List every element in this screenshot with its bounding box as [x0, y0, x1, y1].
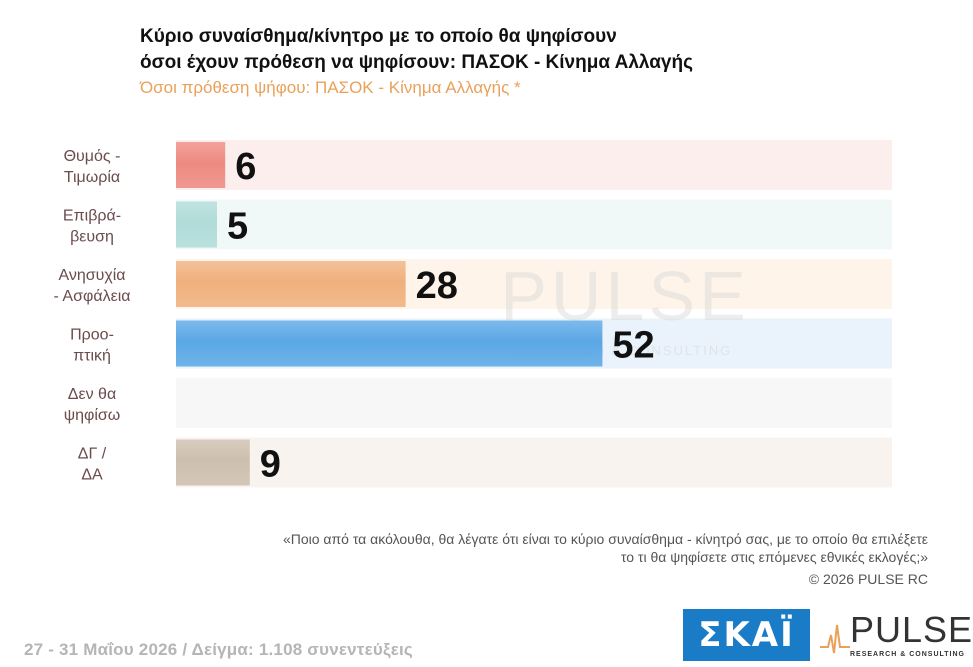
bar — [176, 320, 603, 367]
value-label: 9 — [260, 444, 281, 486]
category-label: Επιβρά-βευση — [63, 208, 121, 246]
category-label: ΔΓ / ΔΑ — [78, 446, 107, 484]
value-label: 6 — [235, 146, 256, 188]
bar — [176, 439, 250, 486]
survey-question-line1: «Ποιο από τα ακόλουθα, θα λέγατε ότι είν… — [282, 531, 928, 547]
chart-title-line2: όσοι έχουν πρόθεση να ψηφίσουν: ΠΑΣΟΚ - … — [140, 52, 693, 73]
skai-logo: ΣΚΑΪ — [683, 609, 810, 661]
category-label: Θυμός -Τιμωρία — [64, 148, 121, 186]
survey-question: «Ποιο από τα ακόλουθα, θα λέγατε ότι είν… — [283, 530, 928, 566]
row-background — [176, 199, 892, 250]
chart-title: Κύριο συναίσθημα/κίνητρο με το οποίο θα … — [140, 24, 693, 76]
bar — [176, 201, 217, 248]
bar — [176, 261, 406, 307]
category-label: Προο-πτική — [70, 327, 114, 365]
pulse-wave-icon — [820, 624, 850, 654]
copyright-text: © 2026 PULSE RC — [808, 571, 928, 587]
value-label: 52 — [612, 325, 654, 367]
pulse-logo: PULSE RESEARCH & CONSULTING — [820, 609, 973, 663]
survey-question-line2: το τι θα ψηφίσετε στις επόμενες εθνικές … — [620, 549, 928, 565]
row-background — [176, 140, 892, 190]
category-label: Δεν θα ψηφίσω — [64, 386, 121, 424]
bar — [176, 142, 226, 188]
row-background — [176, 378, 892, 428]
chart-title-line1: Κύριο συναίσθημα/κίνητρο με το οποίο θα … — [140, 26, 617, 47]
chart-subtitle: Όσοι πρόθεση ψήφου: ΠΑΣΟΚ - Κίνημα Αλλαγ… — [140, 78, 521, 97]
fieldwork-footer: 27 - 31 Μαΐου 2026 / Δείγμα: 1.108 συνεν… — [24, 640, 413, 659]
category-label: Ανησυχία - Ασφάλεια — [54, 267, 131, 305]
row-background — [176, 437, 892, 488]
pulse-logo-sub: RESEARCH & CONSULTING — [850, 651, 965, 658]
pulse-logo-word: PULSE — [850, 609, 973, 650]
value-label: 5 — [227, 206, 248, 248]
value-label: 28 — [416, 265, 458, 307]
